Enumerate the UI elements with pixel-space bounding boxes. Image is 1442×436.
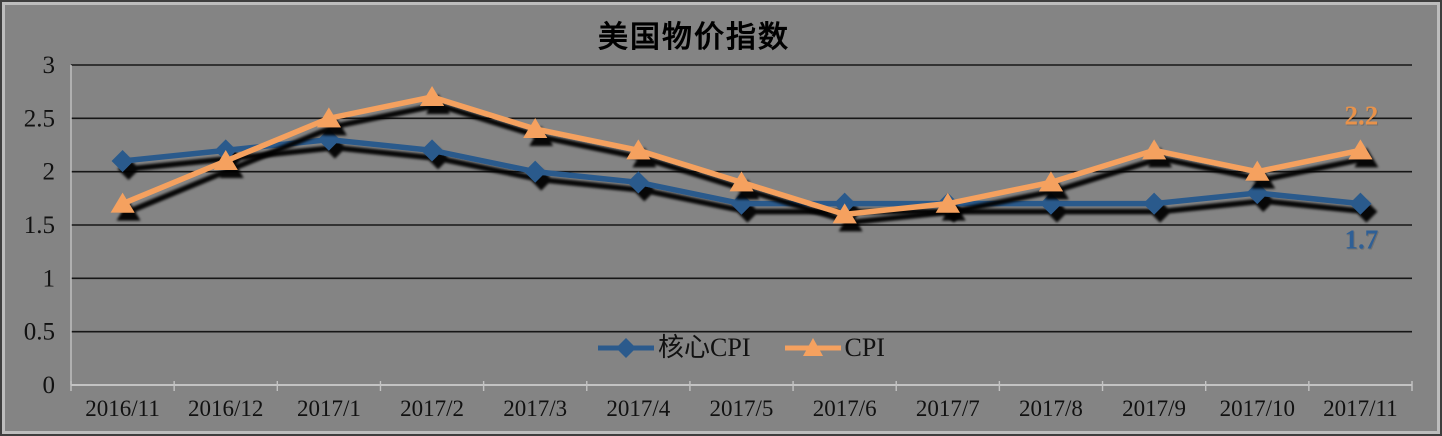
- triangle-marker-CPI-2017/9: [1142, 139, 1167, 160]
- x-tick-label-2017/8: 2017/8: [1019, 396, 1083, 421]
- series-CPI: [110, 86, 1373, 224]
- triangle-marker-CPI-2017/1: [316, 107, 341, 128]
- y-tick-label-3: 3: [43, 52, 56, 79]
- diamond-marker-核心CPI-2017/9: [1143, 192, 1166, 215]
- y-tick-label-1: 1: [43, 265, 56, 292]
- x-tick-label-2017/7: 2017/7: [916, 396, 980, 421]
- x-tick-label-2017/9: 2017/9: [1122, 396, 1186, 421]
- triangle-marker-CPI-2016/12: [213, 150, 238, 170]
- triangle-marker-CPI-2017/4: [626, 139, 651, 160]
- y-tick-label-2: 2: [43, 159, 56, 186]
- triangle-marker-CPI-2017/3: [523, 118, 548, 138]
- chart-title: 美国物价指数: [598, 21, 790, 54]
- diamond-marker-核心CPI-2017/3: [524, 160, 547, 183]
- x-tick-label-2017/11: 2017/11: [1323, 396, 1398, 421]
- triangle-marker-CPI-2017/5: [729, 171, 754, 192]
- triangle-marker-CPI-2017/11: [1348, 139, 1373, 160]
- diamond-marker-核心CPI-2017/11: [1349, 192, 1372, 215]
- diamond-marker-核心CPI-2017/2: [421, 139, 444, 162]
- triangle-marker-CPI-2017/8: [1038, 171, 1063, 192]
- y-tick-label-1.5: 1.5: [24, 212, 55, 239]
- triangle-marker-CPI-2017/2: [420, 86, 445, 106]
- diamond-marker-核心CPI-2017/8: [1039, 192, 1062, 215]
- x-tick-label-2017/5: 2017/5: [710, 396, 774, 421]
- triangle-marker-CPI-2016/11: [110, 192, 135, 213]
- diamond-marker-核心CPI-2017/5: [730, 192, 753, 215]
- y-tick-label-2.5: 2.5: [24, 105, 55, 132]
- x-tick-label-2017/2: 2017/2: [400, 396, 464, 421]
- x-tick-label-2016/11: 2016/11: [85, 396, 160, 421]
- x-tick-label-2016/12: 2016/12: [188, 396, 263, 421]
- triangle-marker-CPI-2017/7: [935, 192, 960, 213]
- y-tick-label-0.5: 0.5: [24, 319, 55, 346]
- triangle-marker-CPI-2017/10: [1245, 160, 1270, 181]
- triangle-marker-CPI-2017/6: [832, 203, 857, 224]
- x-tick-label-2017/10: 2017/10: [1220, 396, 1295, 421]
- x-tick-label-2017/4: 2017/4: [606, 396, 670, 421]
- data-label-core-cpi-last: 1.7: [1344, 224, 1379, 255]
- y-tick-label-0: 0: [43, 372, 56, 399]
- x-tick-label-2017/6: 2017/6: [813, 396, 877, 421]
- diamond-marker-核心CPI-2017/1: [317, 128, 340, 151]
- x-tick-label-2017/1: 2017/1: [297, 396, 361, 421]
- x-tick-label-2017/3: 2017/3: [503, 396, 567, 421]
- diamond-marker-核心CPI-2016/11: [111, 150, 134, 172]
- diamond-marker-核心CPI-2017/4: [627, 171, 650, 194]
- data-label-cpi-last: 2.2: [1344, 100, 1379, 131]
- diamond-marker-核心CPI-2017/10: [1246, 182, 1269, 204]
